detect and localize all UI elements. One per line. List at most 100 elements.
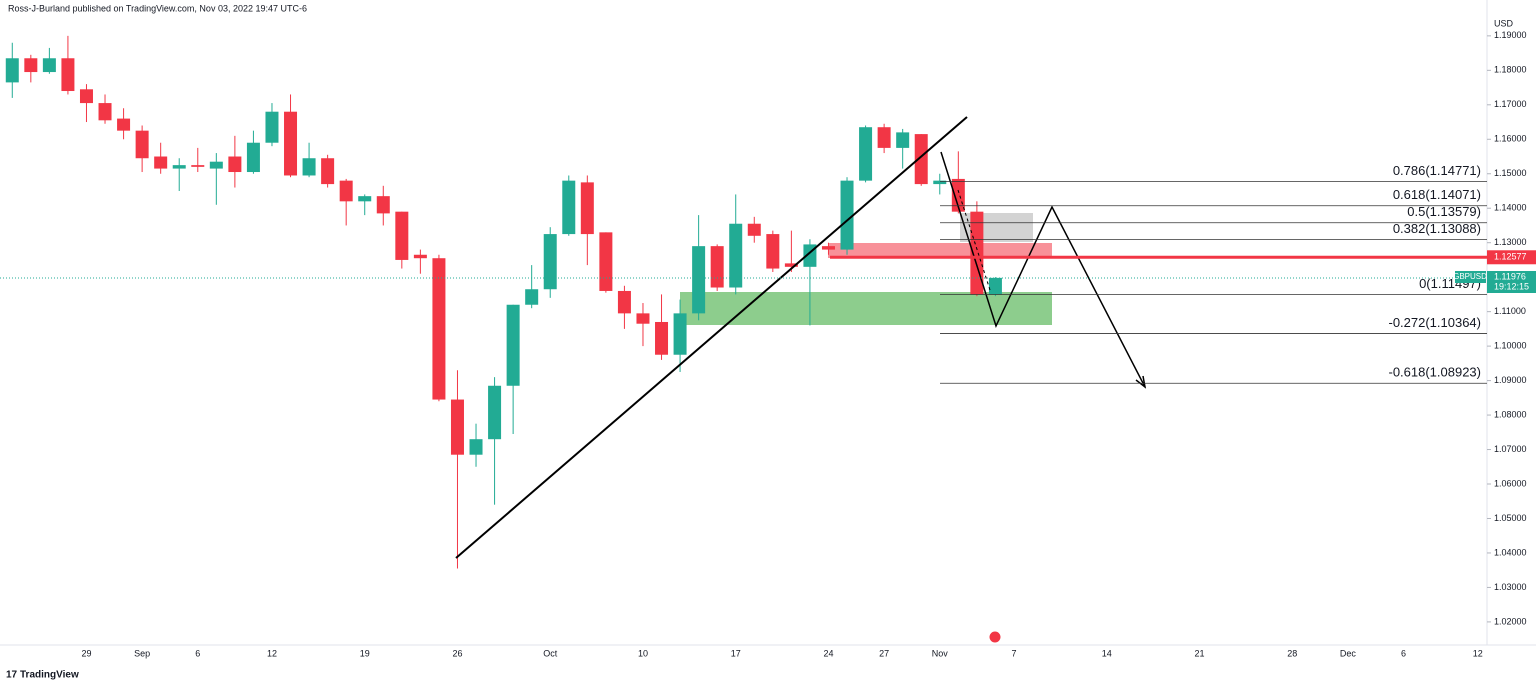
candle-body — [209, 161, 223, 169]
candle-body — [172, 165, 186, 169]
x-tick-label: Oct — [543, 648, 558, 658]
candle-body — [636, 313, 650, 324]
candle-body — [24, 58, 38, 73]
fib-label: 0.618(1.14071) — [1393, 187, 1481, 202]
price-tag-label: 1.12577 — [1494, 252, 1527, 262]
x-tick-label: 24 — [823, 648, 833, 658]
x-tick-label: 12 — [267, 648, 277, 658]
candle-body — [135, 130, 149, 159]
price-tag — [1487, 250, 1536, 265]
x-tick-label: 28 — [1287, 648, 1297, 658]
x-tick-label: Nov — [932, 648, 949, 658]
x-tick-label: 21 — [1194, 648, 1204, 658]
candle-body — [450, 399, 464, 455]
event-icon — [988, 630, 1002, 644]
candle-body — [469, 439, 483, 455]
candle-body — [877, 127, 891, 148]
candle-body — [914, 134, 928, 185]
x-tick-label: 26 — [452, 648, 462, 658]
candle-body — [784, 263, 798, 267]
fib-label: -0.272(1.10364) — [1388, 315, 1481, 330]
y-tick-label: 1.14000 — [1494, 203, 1527, 213]
candle-body — [543, 234, 557, 290]
resistance-zone — [828, 243, 1052, 258]
candle-body — [988, 277, 1002, 295]
candle-body — [395, 211, 409, 260]
y-tick-label: 1.09000 — [1494, 375, 1527, 385]
x-tick-label: 6 — [195, 648, 200, 658]
x-tick-label: 27 — [879, 648, 889, 658]
y-tick-label: 1.07000 — [1494, 444, 1527, 454]
candle-body — [42, 58, 56, 73]
countdown-label: 19:12:15 — [1494, 281, 1529, 291]
x-tick-label: 6 — [1401, 648, 1406, 658]
candle-body — [729, 223, 743, 288]
y-tick-label: 1.06000 — [1494, 478, 1527, 488]
support-zone — [680, 292, 1052, 325]
x-tick-label: 7 — [1011, 648, 1016, 658]
candle-body — [432, 258, 446, 400]
candle-body — [933, 180, 947, 185]
x-tick-label: Dec — [1340, 648, 1357, 658]
candle-body — [673, 313, 687, 355]
fib-label: 0.786(1.14771) — [1393, 163, 1481, 178]
candle-body — [302, 158, 316, 176]
y-tick-label: 1.04000 — [1494, 547, 1527, 557]
trendline — [455, 116, 968, 559]
candle-body — [61, 58, 75, 92]
currency: USD — [1494, 18, 1514, 28]
candle-body — [488, 385, 502, 440]
candle-body — [766, 234, 780, 269]
candle-body — [358, 196, 372, 202]
candle-body — [580, 182, 594, 235]
candle-body — [246, 142, 260, 173]
candle-body — [710, 246, 724, 288]
candle-body — [191, 165, 205, 167]
x-tick-label: Sep — [134, 648, 150, 658]
candle-body — [692, 246, 706, 314]
publisher: Ross-J-Burland published on TradingView.… — [8, 3, 307, 13]
candle-body — [525, 289, 539, 305]
brand-logo: 17 — [6, 670, 18, 681]
y-tick-label: 1.11000 — [1494, 306, 1526, 316]
candle-body — [79, 89, 93, 104]
arrow-head — [1135, 375, 1147, 389]
x-tick-label: 19 — [360, 648, 370, 658]
candle-body — [321, 158, 335, 185]
symbol-tag — [1455, 270, 1486, 283]
candle-body — [599, 232, 613, 291]
brand: TradingView — [20, 670, 79, 681]
candle-body — [840, 180, 854, 250]
candle-body — [506, 304, 520, 386]
y-tick-label: 1.10000 — [1494, 340, 1527, 350]
y-tick-label: 1.02000 — [1494, 616, 1527, 626]
fib-label: 0.5(1.13579) — [1407, 204, 1481, 219]
projection-path — [940, 151, 1146, 388]
candle-body — [951, 178, 965, 212]
y-tick-label: 1.19000 — [1494, 30, 1527, 40]
candle-body — [117, 118, 131, 131]
y-tick-label: 1.13000 — [1494, 237, 1527, 247]
symbol-tag-label: GBPUSD — [1453, 272, 1487, 281]
candle-body — [413, 254, 427, 259]
y-tick-label: 1.16000 — [1494, 134, 1527, 144]
candle-body — [339, 180, 353, 202]
x-tick-label: 17 — [731, 648, 741, 658]
candle-body — [617, 290, 631, 314]
last-price-tag — [1487, 270, 1536, 293]
y-tick-label: 1.03000 — [1494, 582, 1527, 592]
fib-label: 0.382(1.13088) — [1393, 221, 1481, 236]
fib-label: -0.618(1.08923) — [1388, 365, 1481, 380]
x-tick-label: 12 — [1473, 648, 1483, 658]
x-tick-label: 14 — [1102, 648, 1112, 658]
candle-body — [228, 156, 242, 173]
y-tick-label: 1.05000 — [1494, 513, 1527, 523]
x-tick-label: 10 — [638, 648, 648, 658]
candle-body — [5, 58, 19, 83]
x-tick-label: 29 — [81, 648, 91, 658]
y-tick-label: 1.18000 — [1494, 65, 1527, 75]
candle-body — [265, 111, 279, 143]
last-price-label: 1.11976 — [1494, 271, 1526, 281]
